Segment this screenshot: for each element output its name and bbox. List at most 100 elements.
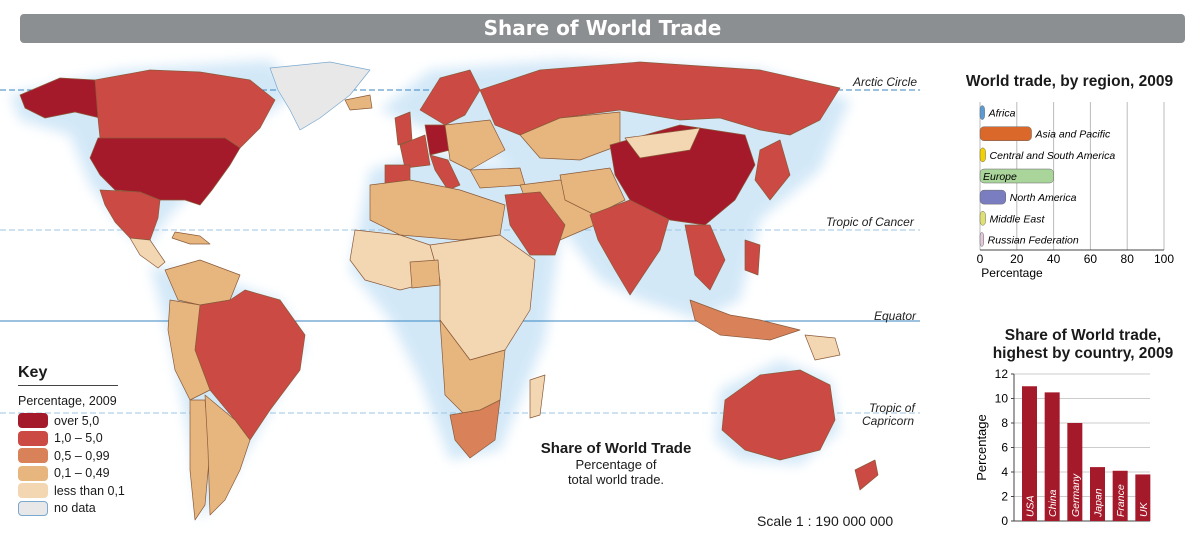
map-note-line2: total world trade. [567, 472, 665, 487]
southeast-asia [684, 224, 726, 291]
region-bar [979, 105, 985, 120]
country-y-tick: 4 [1001, 465, 1008, 479]
country-y-tick: 6 [1001, 441, 1008, 455]
arctic-circle-label: Arctic Circle [853, 75, 918, 89]
map-note-line1: Percentage of [575, 457, 657, 472]
key-item: less than 0,1 [18, 482, 143, 500]
region-x-tick: 60 [1084, 252, 1098, 266]
key-label: over 5,0 [54, 413, 100, 428]
mongolia [624, 127, 701, 159]
region-bar [979, 232, 984, 247]
mexico [99, 189, 161, 241]
key-subtitle: Percentage, 2009 [18, 394, 117, 408]
new-zealand [854, 459, 879, 491]
region-x-tick: 0 [977, 252, 984, 266]
region-bar [979, 189, 1007, 205]
south-africa [449, 399, 501, 459]
region-bar-label: North America [1010, 192, 1077, 204]
region-bar-label: Russian Federation [988, 234, 1079, 246]
key-label: 1,0 – 5,0 [54, 431, 103, 446]
country-bar-label: Japan [1093, 488, 1105, 518]
country-y-tick: 2 [1001, 490, 1008, 504]
map-key: Key Percentage, 2009 over 5,0 1,0 – 5,0 0,… [18, 364, 143, 517]
region-bar-label: Europe [983, 171, 1017, 183]
region-x-tick: 40 [1047, 252, 1061, 266]
region-x-tick: 100 [1154, 252, 1174, 266]
iceland [344, 94, 373, 111]
country-y-tick: 10 [995, 392, 1009, 406]
turkey [469, 167, 526, 189]
region-bar-label: Central and South America [990, 150, 1116, 162]
peru-bolivia [167, 299, 211, 401]
key-item: 0,1 – 0,49 [18, 465, 143, 483]
country-bar-label: China [1047, 489, 1059, 517]
key-swatch [18, 500, 48, 516]
country-bar-label: USA [1025, 495, 1037, 517]
tropic-of-cancer-label: Tropic of Cancer [826, 215, 914, 229]
country-y-tick: 0 [1001, 514, 1008, 528]
country-bar [1067, 423, 1083, 521]
country-bar [1112, 470, 1128, 521]
papua [804, 334, 841, 361]
key-item: over 5,0 [18, 412, 143, 430]
canada [94, 69, 276, 149]
country-y-tick: 12 [995, 367, 1009, 381]
country-y-tick: 8 [1001, 416, 1008, 430]
country-chart: 0 2 4 6 8 10 12 Percentage USA China Germany Japan F… [974, 367, 1151, 528]
tropic-of-capricorn-label-1: Tropic of [869, 401, 915, 415]
nigeria [409, 259, 441, 289]
country-bar [1090, 467, 1105, 521]
region-x-label: Percentage [981, 266, 1043, 280]
page-title: Share of World Trade [20, 14, 1185, 43]
region-chart-title: World trade, by region, 2009 [965, 73, 1174, 90]
country-chart-title-text: Share of World trade, highest by country… [992, 327, 1174, 362]
country-bar [1135, 474, 1151, 521]
key-label: no data [54, 501, 96, 516]
argentina [204, 394, 251, 516]
country-bar-label: UK [1138, 501, 1150, 517]
italy [429, 154, 461, 191]
key-label: 0,1 – 0,49 [54, 466, 110, 481]
central-america [129, 237, 166, 269]
region-bar [979, 126, 1032, 141]
indonesia [689, 299, 801, 341]
key-title: Key [18, 364, 118, 386]
region-bar [979, 147, 986, 163]
region-x-tick: 20 [1010, 252, 1024, 266]
france-benelux [399, 134, 431, 169]
greenland [269, 61, 371, 131]
usa [89, 137, 241, 206]
japan-korea [754, 139, 791, 201]
map-note-heading: Share of World Trade [540, 440, 692, 457]
region-bar [979, 168, 1054, 184]
eastern-europe [444, 119, 506, 171]
key-swatch [18, 413, 48, 429]
region-x-tick: 80 [1121, 252, 1135, 266]
madagascar [529, 374, 546, 419]
australia [721, 369, 836, 461]
tropic-of-capricorn-label-2: Capricorn [862, 414, 915, 428]
uk [394, 111, 413, 146]
country-bar [1022, 386, 1037, 521]
key-label: less than 0,1 [54, 483, 125, 498]
key-item: no data [18, 500, 143, 518]
philippines [744, 239, 761, 276]
caribbean [171, 231, 211, 245]
region-chart: 0 20 40 60 80 100 Africa Asia and Pacific Centra… [977, 102, 1174, 280]
saudi-arabia [504, 191, 566, 256]
country-chart-title: Share of World trade, highest by country… [978, 327, 1188, 363]
region-bar-label: Asia and Pacific [1035, 129, 1111, 141]
key-item: 0,5 – 0,99 [18, 447, 143, 465]
equator-label: Equator [874, 309, 917, 323]
alaska [19, 77, 101, 119]
country-y-label: Percentage [974, 414, 989, 481]
key-label: 0,5 – 0,99 [54, 448, 110, 463]
region-bar [979, 211, 986, 226]
key-swatch [18, 448, 48, 464]
world-map [0, 60, 920, 521]
country-bar-label: Germany [1070, 473, 1082, 517]
key-swatch [18, 430, 48, 446]
map-scale: Scale 1 : 190 000 000 [757, 513, 894, 529]
key-swatch [18, 483, 48, 499]
key-item: 1,0 – 5,0 [18, 430, 143, 448]
